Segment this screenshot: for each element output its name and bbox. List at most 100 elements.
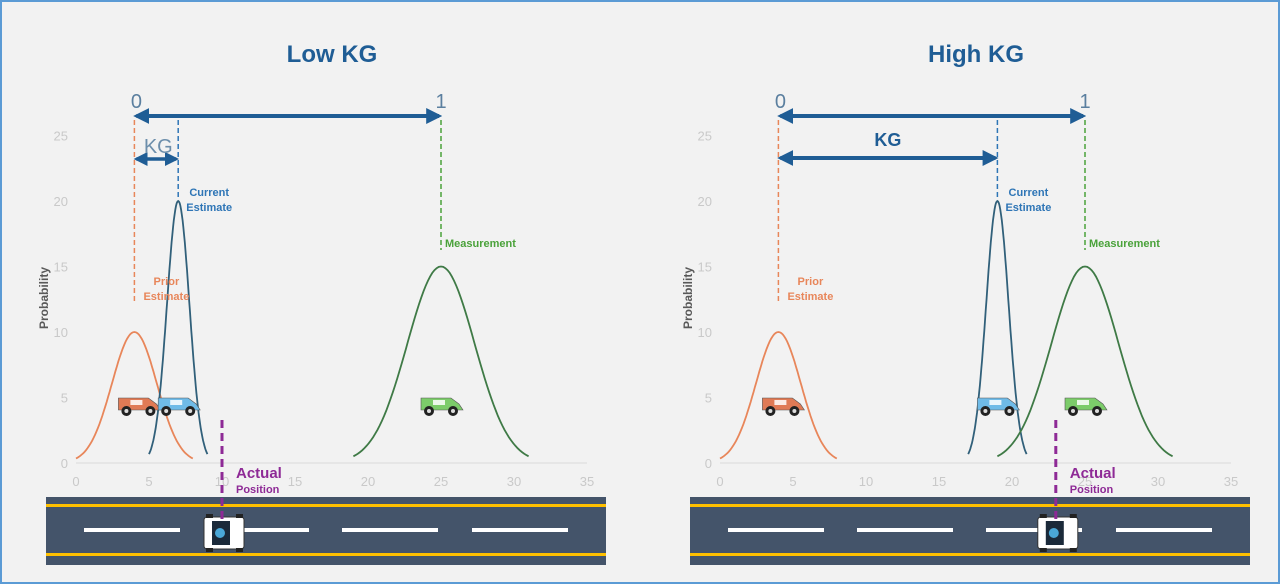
lane-dash xyxy=(1116,528,1212,532)
car-top-wheel xyxy=(1039,514,1047,518)
car-hub xyxy=(792,409,797,413)
prior-car-icon xyxy=(118,397,161,416)
kg-label: KG xyxy=(874,130,901,150)
car-hub xyxy=(164,409,169,413)
y-tick-label: 20 xyxy=(54,194,68,209)
lane-dash xyxy=(213,528,309,532)
lane-dash xyxy=(986,528,1082,532)
car-hub xyxy=(427,409,431,413)
current-estimate-label: Estimate xyxy=(1005,202,1051,214)
measurement-label: Measurement xyxy=(1089,238,1160,250)
road-edge-line xyxy=(690,553,1250,556)
panel-title: Low KG xyxy=(287,41,378,68)
car-top-sensor xyxy=(1048,528,1059,538)
prior-curve xyxy=(719,331,838,460)
x-tick-label: 25 xyxy=(1078,474,1092,489)
road xyxy=(46,497,606,565)
kg-label: KG xyxy=(144,136,173,158)
y-axis-label: Probability xyxy=(681,267,695,329)
x-tick-label: 15 xyxy=(932,474,946,489)
x-tick-label: 5 xyxy=(789,474,796,489)
position-label: Position xyxy=(236,484,280,496)
y-tick-label: 10 xyxy=(54,325,68,340)
measurement-car-icon xyxy=(1064,397,1108,416)
x-tick-label: 30 xyxy=(507,474,521,489)
x-tick-label: 10 xyxy=(859,474,873,489)
actual-car-icon xyxy=(1037,514,1079,552)
car-window xyxy=(989,400,1002,405)
x-tick-label: 35 xyxy=(1224,474,1238,489)
current-estimate-label: Current xyxy=(189,187,229,199)
scale-start-label: 0 xyxy=(131,91,142,113)
x-tick-label: 5 xyxy=(145,474,152,489)
actual-label: Actual xyxy=(1070,465,1116,482)
car-top-wheel xyxy=(1069,548,1077,552)
x-tick-label: 20 xyxy=(361,474,375,489)
car-top-wheel xyxy=(1039,548,1047,552)
car-top-wheel xyxy=(236,548,243,552)
car-window xyxy=(170,400,183,405)
car-hub xyxy=(188,409,193,413)
prior-curve xyxy=(75,331,194,460)
car-hub xyxy=(983,409,988,413)
car-top-sensor xyxy=(215,528,225,538)
measurement-curve xyxy=(352,265,530,458)
current-estimate-label: Current xyxy=(1009,187,1049,199)
lane-dash xyxy=(728,528,824,532)
car-hub xyxy=(451,409,455,413)
y-tick-label: 0 xyxy=(61,456,68,471)
scale-end-label: 1 xyxy=(1079,91,1090,113)
lane-dash xyxy=(342,528,438,532)
prior-estimate-label: Estimate xyxy=(143,291,189,303)
car-window xyxy=(130,400,143,405)
road-edge-line xyxy=(46,504,606,507)
car-hub xyxy=(124,409,129,413)
measurement-curve xyxy=(996,265,1174,458)
y-tick-label: 5 xyxy=(61,391,68,406)
actual-car-icon xyxy=(203,514,245,552)
road-edge-line xyxy=(46,553,606,556)
prior-car-icon xyxy=(762,397,805,416)
lane-dash xyxy=(857,528,953,532)
x-tick-label: 0 xyxy=(716,474,723,489)
car-window xyxy=(1077,400,1089,405)
car-hub xyxy=(148,409,153,413)
road xyxy=(690,497,1250,565)
car-window xyxy=(433,400,445,405)
car-top-wheel xyxy=(1069,514,1077,518)
car-hub xyxy=(1007,409,1012,413)
panel-title: High KG xyxy=(928,41,1024,68)
actual-label: Actual xyxy=(236,465,282,482)
car-window xyxy=(774,400,787,405)
scale-start-label: 0 xyxy=(775,91,786,113)
current-car-icon xyxy=(157,397,201,416)
lane-dash xyxy=(84,528,180,532)
car-hub xyxy=(1071,409,1075,413)
y-tick-label: 25 xyxy=(54,129,68,144)
car-top-wheel xyxy=(206,514,213,518)
x-tick-label: 10 xyxy=(215,474,229,489)
y-tick-label: 15 xyxy=(54,260,68,275)
x-tick-label: 30 xyxy=(1151,474,1165,489)
x-tick-label: 25 xyxy=(434,474,448,489)
measurement-label: Measurement xyxy=(445,238,516,250)
car-top-wheel xyxy=(206,548,213,552)
y-axis-label: Probability xyxy=(37,267,51,329)
current-curve xyxy=(148,199,209,455)
prior-estimate-label: Prior xyxy=(798,276,824,288)
car-hub xyxy=(1095,409,1099,413)
y-tick-label: 20 xyxy=(698,194,712,209)
y-tick-label: 25 xyxy=(698,129,712,144)
position-label: Position xyxy=(1070,484,1114,496)
measurement-car-icon xyxy=(420,397,464,416)
scale-end-label: 1 xyxy=(435,91,446,113)
car-hub xyxy=(768,409,773,413)
car-top-wheel xyxy=(236,514,243,518)
road-edge-line xyxy=(690,504,1250,507)
prior-estimate-label: Prior xyxy=(154,276,180,288)
y-tick-label: 0 xyxy=(705,456,712,471)
